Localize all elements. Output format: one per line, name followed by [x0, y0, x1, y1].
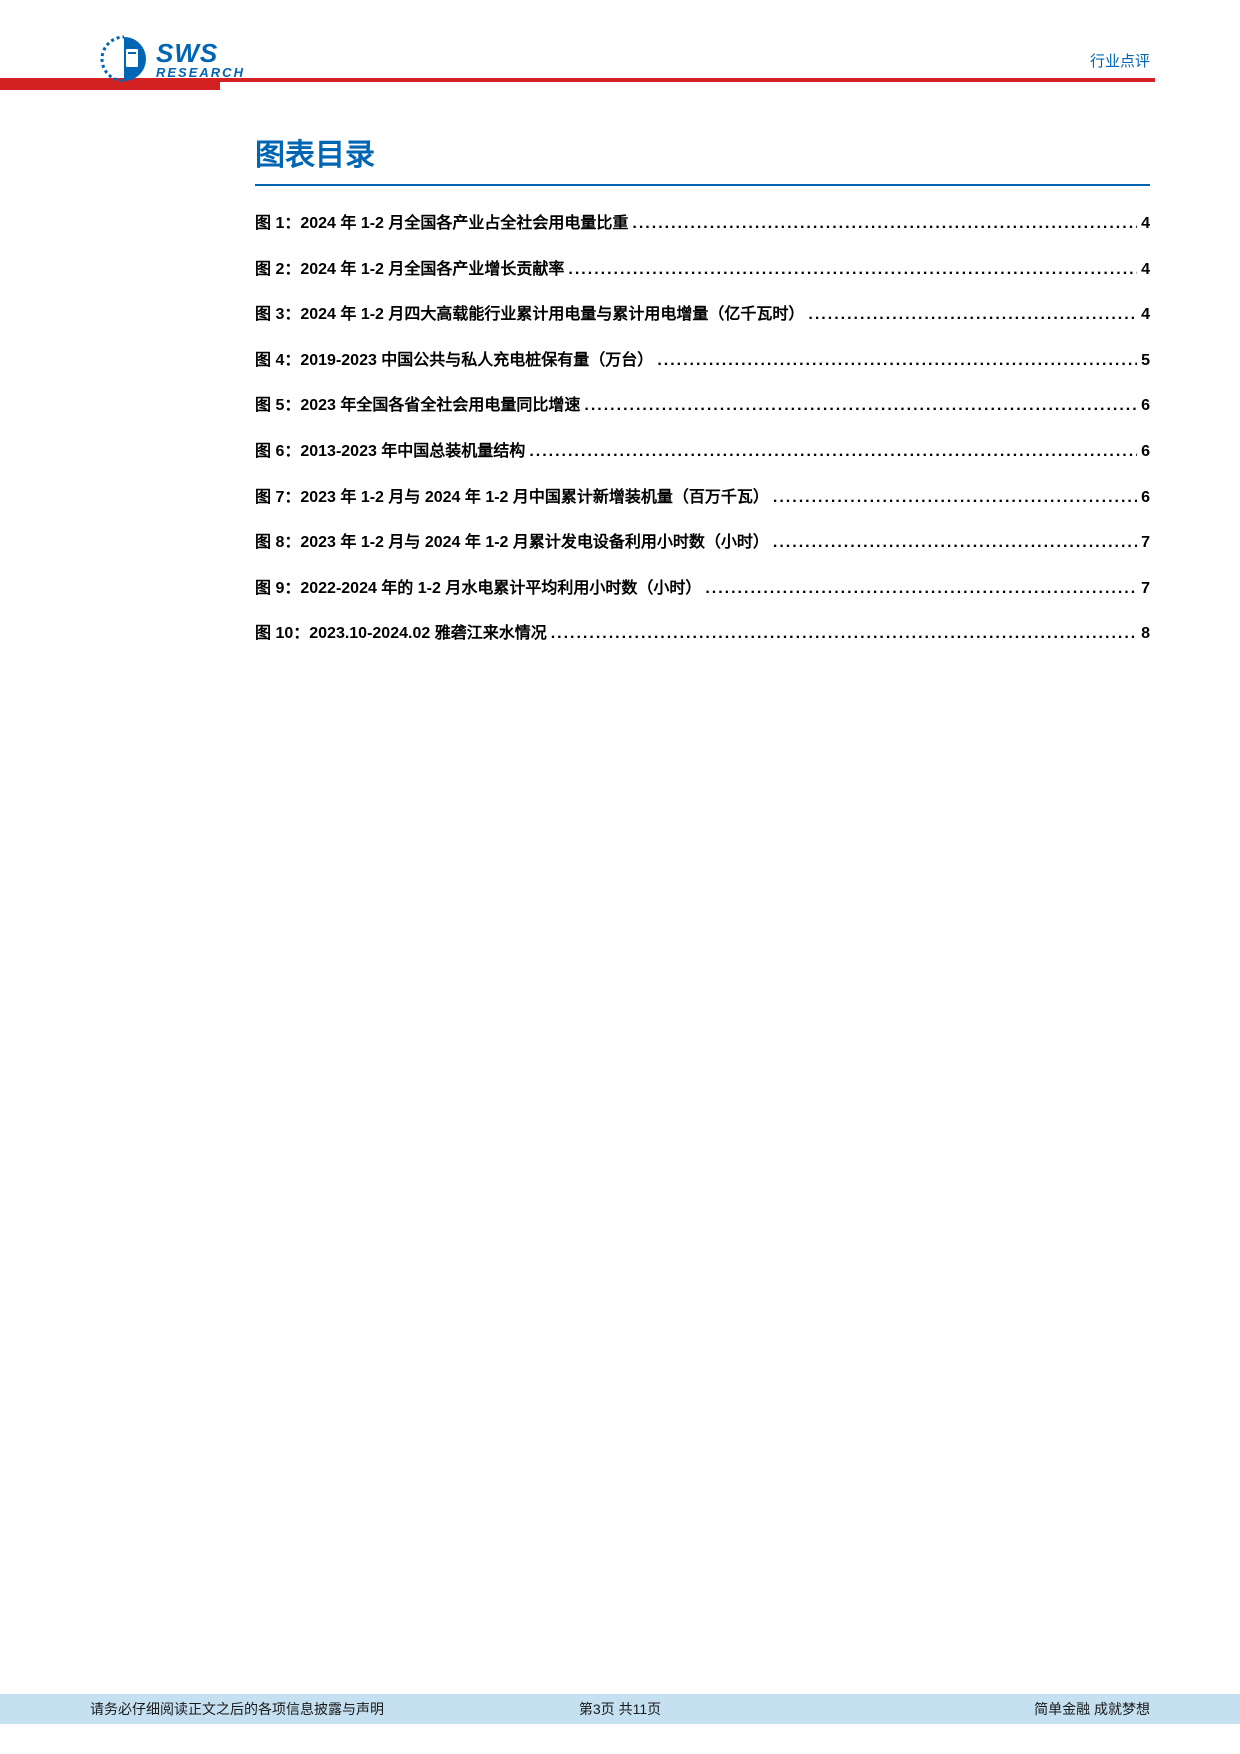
toc-leader-dots [584, 393, 1137, 419]
toc-item-page: 4 [1141, 257, 1150, 283]
toc-item-label: 图 9：2022-2024 年的 1-2 月水电累计平均利用小时数（小时） [255, 576, 701, 602]
page-header: SWS RESEARCH 行业点评 [0, 0, 1240, 100]
toc-item-label: 图 8：2023 年 1-2 月与 2024 年 1-2 月累计发电设备利用小时… [255, 530, 769, 556]
logo-icon [100, 35, 148, 83]
toc-leader-dots [568, 257, 1137, 283]
document-type-label: 行业点评 [1090, 50, 1150, 71]
toc-leader-dots [529, 439, 1137, 465]
toc-leader-dots [657, 348, 1137, 374]
toc-item[interactable]: 图 8：2023 年 1-2 月与 2024 年 1-2 月累计发电设备利用小时… [255, 530, 1150, 556]
toc-item-page: 4 [1141, 302, 1150, 328]
page-footer: 请务必仔细阅读正文之后的各项信息披露与声明 第3页 共11页 简单金融 成就梦想 [0, 1694, 1240, 1724]
toc-item[interactable]: 图 4：2019-2023 中国公共与私人充电桩保有量（万台） 5 [255, 348, 1150, 374]
toc-leader-dots [632, 211, 1137, 237]
toc-item-label: 图 3：2024 年 1-2 月四大高载能行业累计用电量与累计用电增量（亿千瓦时… [255, 302, 804, 328]
toc-item-page: 6 [1141, 439, 1150, 465]
toc-item-label: 图 1：2024 年 1-2 月全国各产业占全社会用电量比重 [255, 211, 628, 237]
toc-item[interactable]: 图 6：2013-2023 年中国总装机量结构 6 [255, 439, 1150, 465]
toc-item[interactable]: 图 7：2023 年 1-2 月与 2024 年 1-2 月中国累计新增装机量（… [255, 485, 1150, 511]
toc-item-page: 5 [1141, 348, 1150, 374]
toc-item[interactable]: 图 5：2023 年全国各省全社会用电量同比增速 6 [255, 393, 1150, 419]
table-of-contents: 图 1：2024 年 1-2 月全国各产业占全社会用电量比重 4图 2：2024… [255, 211, 1150, 647]
logo-research-text: RESEARCH [156, 66, 245, 79]
toc-item-page: 7 [1141, 530, 1150, 556]
toc-item-page: 6 [1141, 393, 1150, 419]
toc-leader-dots [808, 302, 1137, 328]
footer-disclaimer: 请务必仔细阅读正文之后的各项信息披露与声明 [90, 1699, 384, 1719]
toc-item-label: 图 6：2013-2023 年中国总装机量结构 [255, 439, 525, 465]
logo-text: SWS RESEARCH [156, 40, 245, 79]
company-logo: SWS RESEARCH [100, 35, 245, 83]
page-content: 图表目录 图 1：2024 年 1-2 月全国各产业占全社会用电量比重 4图 2… [0, 100, 1240, 647]
toc-item[interactable]: 图 3：2024 年 1-2 月四大高载能行业累计用电量与累计用电增量（亿千瓦时… [255, 302, 1150, 328]
footer-page-number: 第3页 共11页 [579, 1699, 661, 1719]
toc-leader-dots [705, 576, 1137, 602]
toc-item[interactable]: 图 9：2022-2024 年的 1-2 月水电累计平均利用小时数（小时） 7 [255, 576, 1150, 602]
toc-item-page: 8 [1141, 621, 1150, 647]
toc-leader-dots [773, 530, 1137, 556]
toc-item[interactable]: 图 10：2023.10-2024.02 雅砻江来水情况 8 [255, 621, 1150, 647]
toc-item-page: 7 [1141, 576, 1150, 602]
toc-item-label: 图 7：2023 年 1-2 月与 2024 年 1-2 月中国累计新增装机量（… [255, 485, 769, 511]
toc-item-page: 4 [1141, 211, 1150, 237]
toc-item-label: 图 5：2023 年全国各省全社会用电量同比增速 [255, 393, 580, 419]
footer-slogan: 简单金融 成就梦想 [1034, 1699, 1150, 1719]
toc-item-page: 6 [1141, 485, 1150, 511]
toc-leader-dots [773, 485, 1137, 511]
toc-item-label: 图 2：2024 年 1-2 月全国各产业增长贡献率 [255, 257, 564, 283]
toc-leader-dots [551, 621, 1137, 647]
toc-item-label: 图 4：2019-2023 中国公共与私人充电桩保有量（万台） [255, 348, 653, 374]
toc-item-label: 图 10：2023.10-2024.02 雅砻江来水情况 [255, 621, 547, 647]
toc-item[interactable]: 图 1：2024 年 1-2 月全国各产业占全社会用电量比重 4 [255, 211, 1150, 237]
header-red-bar-thin [220, 78, 1155, 82]
toc-item[interactable]: 图 2：2024 年 1-2 月全国各产业增长贡献率 4 [255, 257, 1150, 283]
section-title: 图表目录 [255, 130, 1150, 186]
logo-sws-text: SWS [156, 40, 245, 66]
